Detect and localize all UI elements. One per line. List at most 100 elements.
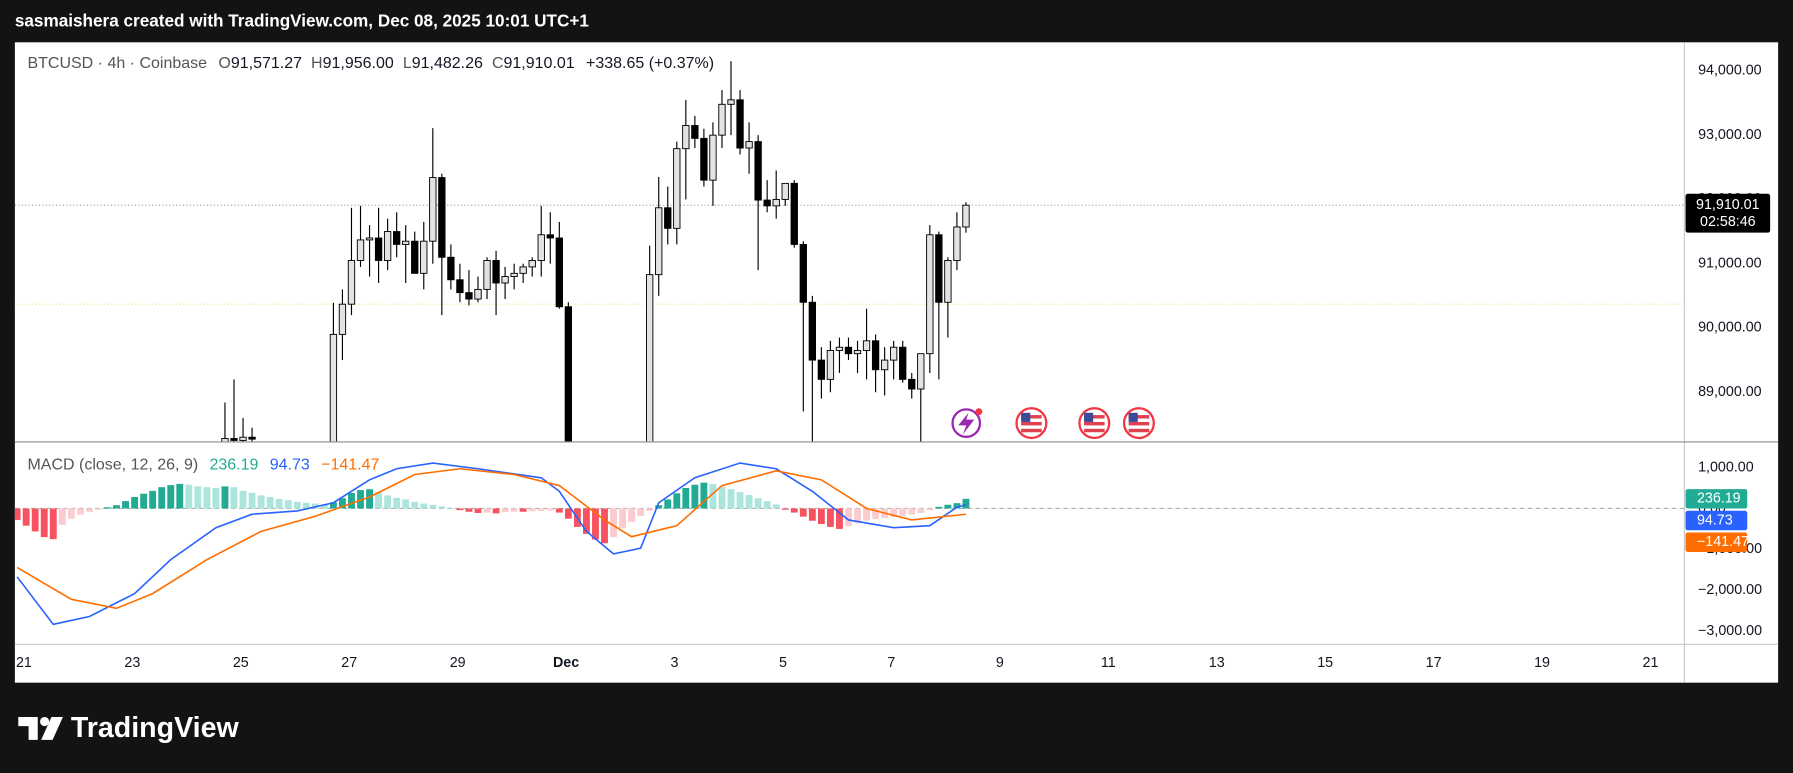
histogram-bar — [366, 489, 373, 509]
axes: 21 23 25 27 29 Dec 3 5 7 9 11 13 15 17 19 21 89,000.00 90… — [16, 63, 1771, 671]
histogram-bar — [167, 485, 175, 509]
candle-body — [763, 199, 771, 207]
candle-body — [338, 303, 347, 335]
histogram-bar — [537, 508, 545, 511]
countdown-label: 02:58:46 — [1700, 214, 1756, 230]
histogram-bar — [320, 504, 328, 509]
histogram-bar — [926, 508, 934, 511]
logo-mark — [41, 716, 63, 740]
histogram-bar — [113, 505, 120, 509]
histogram-bar — [40, 508, 48, 538]
flag-icon — [1122, 407, 1155, 440]
histogram-bar — [375, 492, 383, 509]
histogram-bar — [953, 503, 961, 509]
ohlc-key: C — [492, 55, 504, 72]
histogram-bar — [826, 508, 834, 527]
histogram-bar — [872, 508, 880, 520]
candle-body — [239, 436, 247, 441]
histogram-bar — [501, 508, 509, 513]
candle-body — [564, 306, 573, 442]
value-badge-label: 94.73 — [1697, 512, 1733, 528]
histogram-bar — [185, 484, 193, 509]
histogram-bar — [483, 508, 491, 513]
histogram-bar — [899, 508, 907, 516]
histogram-bar — [582, 508, 590, 534]
candle-body — [356, 239, 365, 261]
histogram-bar — [763, 501, 771, 509]
histogram-bar — [31, 508, 39, 532]
histogram-bar — [411, 501, 419, 509]
histogram-bar — [293, 501, 301, 509]
histogram-bar — [76, 508, 84, 515]
histogram-bar — [393, 497, 401, 509]
macd-value: 94.73 — [270, 457, 310, 474]
candle-body — [402, 240, 410, 245]
symbol: BTCUSD · 4h · Coinbase — [27, 55, 207, 72]
candle-body — [438, 177, 446, 258]
price-pane — [14, 61, 1685, 442]
histogram-bar — [176, 483, 184, 509]
candle-body — [862, 340, 871, 351]
histogram-bar — [944, 504, 952, 509]
histogram-bar — [248, 492, 256, 509]
histogram-bar — [239, 490, 247, 509]
x-tick-label: 3 — [671, 655, 679, 671]
candle-body — [555, 237, 563, 308]
histogram-bar — [510, 508, 518, 512]
candle-body — [754, 141, 762, 201]
ohlc-value: 91,910.01 — [504, 55, 575, 72]
candle-body — [492, 260, 500, 284]
flag-icon — [1015, 407, 1048, 440]
change: +338.65 (+0.37%) — [586, 55, 714, 72]
candle-body — [411, 240, 419, 274]
candle-body — [817, 359, 826, 380]
histogram-bar — [845, 508, 852, 527]
histogram-bar — [212, 488, 220, 509]
candle-body — [917, 353, 925, 390]
candle-body — [528, 260, 536, 268]
histogram-bar — [203, 487, 211, 509]
candle-body — [646, 274, 654, 442]
candle-body — [465, 292, 473, 300]
candle-body — [890, 346, 898, 361]
histogram-bar — [646, 508, 654, 511]
histogram-bar — [266, 497, 274, 509]
lightning — [958, 412, 975, 435]
candle-body — [664, 207, 672, 229]
histogram-bar — [67, 508, 75, 519]
candle-body — [519, 266, 527, 274]
histogram-bar — [302, 502, 310, 509]
candle-body — [347, 260, 356, 305]
ohlc-key: L — [403, 55, 412, 72]
y-tick-label: −3,000.00 — [1698, 623, 1762, 639]
histogram-bar — [799, 508, 807, 517]
histogram-bar — [348, 492, 355, 509]
histogram-bar — [339, 498, 346, 509]
y-tick-label: 91,000.00 — [1698, 255, 1762, 271]
candle-body — [374, 237, 383, 261]
histogram-bar — [790, 508, 798, 513]
candle-body — [709, 134, 717, 181]
histogram-bar — [691, 484, 699, 509]
histogram-bar — [601, 508, 608, 544]
footer-logo-text: TradingView — [71, 712, 240, 744]
histogram-bar — [935, 506, 943, 509]
candle-body — [790, 182, 798, 245]
value-badge — [1685, 510, 1748, 531]
candle-body — [826, 349, 835, 380]
histogram-bar — [357, 490, 364, 509]
candle-body — [474, 288, 482, 300]
candle-body — [456, 279, 464, 294]
value-badge — [1685, 532, 1748, 552]
histogram-bar — [736, 492, 744, 509]
chart-area — [14, 42, 1779, 683]
x-tick-label: 19 — [1534, 655, 1550, 671]
candle-body — [221, 438, 229, 442]
y-tick-label: 93,000.00 — [1698, 127, 1762, 143]
candle-body — [926, 234, 934, 355]
histogram-bar — [95, 508, 102, 510]
histogram-bar — [474, 508, 482, 513]
histogram-bar — [85, 508, 93, 512]
